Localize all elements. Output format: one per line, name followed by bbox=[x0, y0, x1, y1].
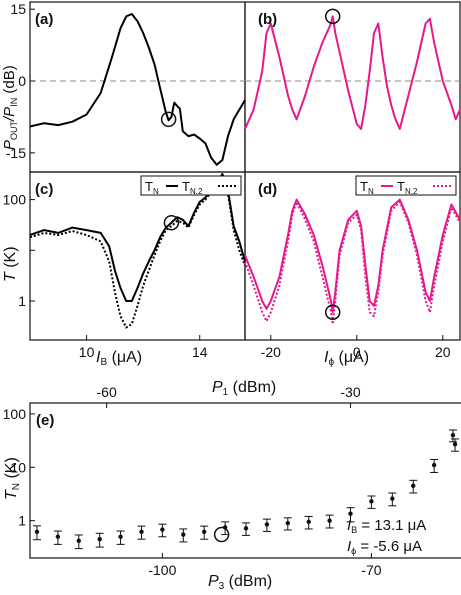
panel-c-marker-circle bbox=[163, 214, 180, 231]
panel-e-point bbox=[76, 538, 81, 543]
panel-d-xtick-label: -20 bbox=[261, 344, 281, 360]
panel-c-legend-box bbox=[140, 175, 242, 196]
panel-a-ytick-label: -15 bbox=[6, 145, 26, 161]
panel-c-series-1 bbox=[29, 175, 246, 329]
panel-d-frame bbox=[244, 171, 461, 341]
panel-e: 1 10 100 -100 -70 -60 -30 bbox=[3, 384, 460, 578]
panel-e-point bbox=[450, 432, 456, 438]
panel-a-tag: (a) bbox=[35, 11, 53, 28]
panel-e-xtick-label: -70 bbox=[361, 562, 381, 578]
panel-e-xlabel: P3 (dBm) bbox=[208, 573, 272, 592]
panel-e-point bbox=[264, 522, 270, 527]
panel-e-point bbox=[243, 526, 249, 531]
panel-d-series-1 bbox=[244, 200, 461, 326]
panel-a-marker-circle bbox=[160, 111, 177, 128]
panel-d-legend-box bbox=[355, 175, 457, 196]
panel-e-point bbox=[55, 534, 61, 539]
panel-c-ylabel: T (K) bbox=[2, 246, 19, 282]
panel-a-ytick-label: 15 bbox=[10, 1, 26, 17]
panel-d-legend-n2: TN,2 bbox=[397, 179, 418, 196]
panel-a-ylabel: POUT/PIN (dB) bbox=[1, 65, 19, 150]
panel-c-xlabel: IB (μA) bbox=[96, 349, 142, 368]
panel-d-xtick-label: 0 bbox=[353, 344, 361, 360]
panel-e-xtick-label: -100 bbox=[148, 562, 176, 578]
panel-e-frame bbox=[29, 402, 461, 559]
panel-e-point bbox=[118, 534, 123, 539]
panel-e-annotation-ib: IB = 13.1 μA bbox=[347, 517, 426, 535]
panel-e-point bbox=[327, 518, 332, 523]
panel-d-marker-circle bbox=[324, 304, 341, 320]
panel-a-series-0 bbox=[29, 13, 246, 166]
panel-b-tag: (b) bbox=[258, 11, 277, 28]
panel-b-marker-circle bbox=[324, 8, 341, 25]
panel-e-top-tick-label: -60 bbox=[97, 384, 117, 400]
panel-c-tag: (c) bbox=[35, 181, 53, 198]
panel-e-ylabel: TN (K) bbox=[3, 457, 22, 500]
panel-e-point bbox=[97, 536, 102, 542]
panel-d-series-0 bbox=[244, 198, 461, 314]
panel-e-ytick-label: 100 bbox=[3, 406, 27, 422]
panel-a-ytick-label: 0 bbox=[18, 73, 26, 89]
panel-b-series-0 bbox=[244, 15, 461, 130]
panel-e-point bbox=[201, 529, 207, 534]
panel-d-xtick-label: 20 bbox=[435, 344, 451, 360]
panel-c-ytick-label: 100 bbox=[3, 192, 27, 208]
panel-e-point bbox=[390, 496, 395, 501]
panel-d-legend: TN TN,2 bbox=[355, 175, 457, 196]
panel-e-point bbox=[160, 527, 165, 532]
panel-e-point bbox=[452, 442, 458, 447]
panel-d-xlabel: Iϕ (μA) bbox=[324, 349, 369, 368]
panel-e-point bbox=[306, 519, 311, 525]
panel-e-point bbox=[411, 483, 416, 489]
panel-e-annotation-iphi: Iϕ = -5.6 μA bbox=[347, 538, 422, 556]
panel-c-xtick-label: 14 bbox=[192, 344, 208, 360]
panel-e-tag: (e) bbox=[36, 412, 54, 429]
panel-e-top-tick-label: -30 bbox=[340, 384, 360, 400]
panel-c-xtick-label: 10 bbox=[79, 344, 95, 360]
panel-c-legend: TN TN,2 bbox=[140, 175, 242, 196]
panel-e-point bbox=[431, 462, 437, 468]
panel-e-point bbox=[369, 499, 374, 504]
panel-d: -20 0 20 bbox=[244, 198, 461, 360]
panel-e-point bbox=[285, 520, 291, 526]
panel-e-ytick-label: 10 bbox=[10, 459, 26, 475]
panel-e-point bbox=[34, 529, 40, 534]
panel-a: -15 0 15 bbox=[6, 1, 246, 166]
panel-e-top-label: P1 (dBm) bbox=[212, 379, 276, 398]
panel-e-open-circle bbox=[213, 526, 230, 543]
panel-b bbox=[244, 8, 461, 130]
panel-d-tag: (d) bbox=[258, 181, 277, 198]
panel-c-frame bbox=[29, 171, 246, 341]
panel-a-frame bbox=[29, 1, 246, 173]
panel-c-legend-n2: TN,2 bbox=[182, 179, 203, 196]
panel-e-point bbox=[348, 511, 353, 516]
panel-d-legend-n1: TN bbox=[360, 179, 374, 196]
panel-c: 1 100 10 14 bbox=[3, 173, 246, 360]
panel-c-legend-n1: TN bbox=[145, 179, 159, 196]
panel-c-ytick-label: 1 bbox=[18, 293, 26, 309]
panel-b-frame bbox=[244, 1, 461, 173]
panel-e-point bbox=[181, 532, 186, 537]
panel-e-point bbox=[139, 529, 144, 534]
panel-e-ytick-label: 1 bbox=[18, 513, 26, 529]
